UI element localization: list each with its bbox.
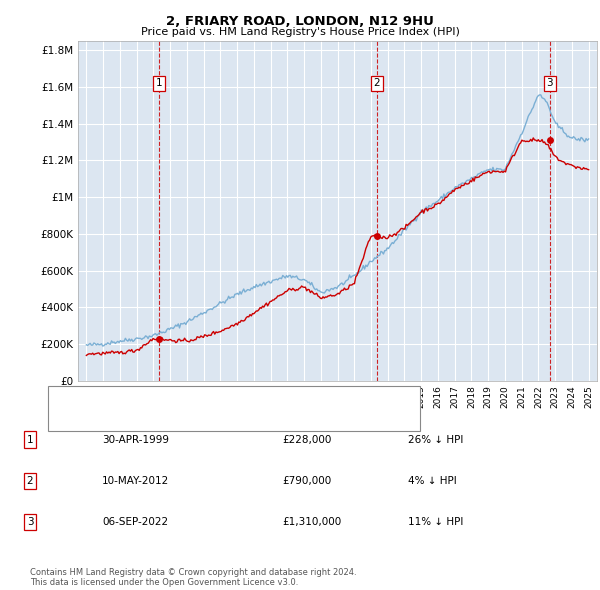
- Text: £1,310,000: £1,310,000: [282, 517, 341, 527]
- Text: 30-APR-1999: 30-APR-1999: [102, 435, 169, 444]
- Text: £790,000: £790,000: [282, 476, 331, 486]
- Text: 2, FRIARY ROAD, LONDON, N12 9HU: 2, FRIARY ROAD, LONDON, N12 9HU: [166, 15, 434, 28]
- Text: HPI: Average price, detached house, Barnet: HPI: Average price, detached house, Barn…: [86, 414, 299, 424]
- Text: 4% ↓ HPI: 4% ↓ HPI: [408, 476, 457, 486]
- Text: ───: ───: [57, 414, 81, 424]
- Text: £228,000: £228,000: [282, 435, 331, 444]
- Text: 26% ↓ HPI: 26% ↓ HPI: [408, 435, 463, 444]
- Text: 2: 2: [26, 476, 34, 486]
- Text: 11% ↓ HPI: 11% ↓ HPI: [408, 517, 463, 527]
- Text: 10-MAY-2012: 10-MAY-2012: [102, 476, 169, 486]
- Text: 1: 1: [26, 435, 34, 444]
- Text: 2: 2: [374, 78, 380, 88]
- Text: 2, FRIARY ROAD, LONDON, N12 9HU (detached house): 2, FRIARY ROAD, LONDON, N12 9HU (detache…: [86, 394, 352, 403]
- Text: Contains HM Land Registry data © Crown copyright and database right 2024.
This d: Contains HM Land Registry data © Crown c…: [30, 568, 356, 587]
- Text: Price paid vs. HM Land Registry's House Price Index (HPI): Price paid vs. HM Land Registry's House …: [140, 27, 460, 37]
- Text: 3: 3: [26, 517, 34, 527]
- Text: 06-SEP-2022: 06-SEP-2022: [102, 517, 168, 527]
- Text: 1: 1: [155, 78, 162, 88]
- Text: ───: ───: [57, 394, 81, 403]
- Text: 3: 3: [547, 78, 553, 88]
